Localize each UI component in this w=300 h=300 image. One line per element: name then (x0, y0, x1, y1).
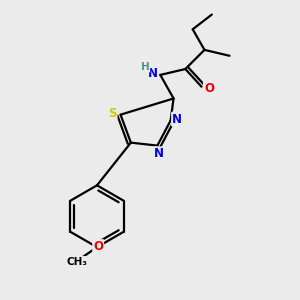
Text: N: N (154, 147, 164, 160)
Text: S: S (108, 107, 117, 120)
Text: N: N (148, 67, 158, 80)
Text: CH₃: CH₃ (66, 257, 87, 267)
Text: O: O (93, 240, 103, 253)
Text: H: H (141, 62, 149, 72)
Text: N: N (172, 112, 182, 126)
Text: O: O (204, 82, 214, 95)
